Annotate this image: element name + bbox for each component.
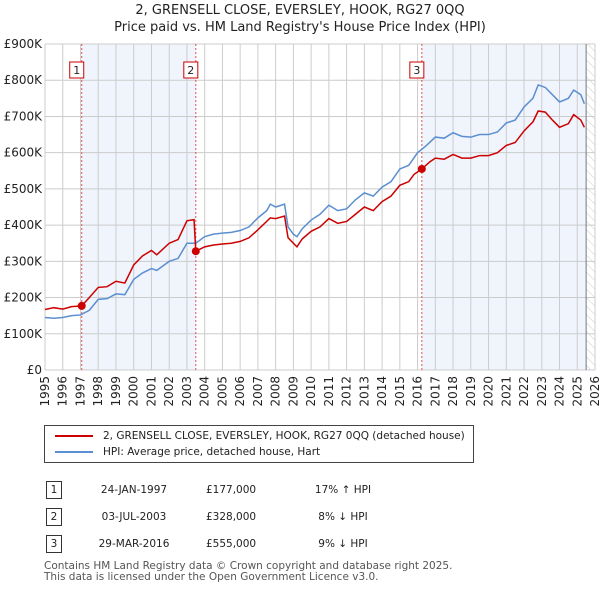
x-tick-label: 2012 <box>340 376 354 407</box>
x-tick-label: 2022 <box>517 376 531 407</box>
x-tick-label: 2011 <box>322 376 336 407</box>
x-tick-label: 2025 <box>570 376 584 407</box>
x-tick-label: 1996 <box>56 376 70 407</box>
y-tick-label: £900K <box>4 37 44 51</box>
shaded-range <box>81 44 196 370</box>
y-tick-label: £0 <box>27 363 42 377</box>
x-tick-label: 2004 <box>198 376 212 407</box>
x-tick-label: 2005 <box>215 376 229 407</box>
legend-item-property: 2, GRENSELL CLOSE, EVERSLEY, HOOK, RG27 … <box>55 430 465 442</box>
x-tick-label: 2000 <box>127 376 141 407</box>
footer: Contains HM Land Registry data © Crown c… <box>44 561 452 583</box>
marker-number: 1 <box>46 481 62 499</box>
table-row: 1 24-JAN-1997 £177,000 17% ↑ HPI <box>40 481 394 499</box>
footer-line: Contains HM Land Registry data © Crown c… <box>44 560 453 572</box>
sale-point <box>417 164 426 173</box>
x-tick-label: 1998 <box>91 376 105 407</box>
sale-label-box <box>409 61 425 79</box>
price: £555,000 <box>206 538 257 550</box>
x-tick-label: 2002 <box>162 376 176 407</box>
sale-label: 2 <box>187 64 194 77</box>
legend: 2, GRENSELL CLOSE, EVERSLEY, HOOK, RG27 … <box>44 425 474 463</box>
price: £328,000 <box>206 511 257 523</box>
blue-line-swatch <box>55 451 93 453</box>
y-tick-label: £700K <box>4 109 44 123</box>
y-tick-label: £200K <box>4 291 44 305</box>
marker-number: 3 <box>46 535 62 553</box>
hpi-diff: 9% ↓ HPI <box>318 538 368 550</box>
x-tick-label: 1995 <box>38 376 52 407</box>
x-tick-label: 2001 <box>144 376 158 407</box>
x-tick-label: 2007 <box>251 376 265 407</box>
chart-title: 2, GRENSELL CLOSE, EVERSLEY, HOOK, RG27 … <box>0 2 600 36</box>
sale-label-box <box>69 61 85 79</box>
y-tick-label: £800K <box>4 73 44 87</box>
sale-label: 3 <box>413 64 420 77</box>
date: 03-JUL-2003 <box>101 511 167 523</box>
x-tick-label: 2019 <box>464 376 478 407</box>
date: 24-JAN-1997 <box>100 484 168 496</box>
price-chart: 1995 1996 1997 1998 1999 2000 2001 2002 2003 2004… <box>4 37 600 407</box>
y-tick-label: £400K <box>4 218 44 232</box>
legend-item-hpi: HPI: Average price, detached house, Hart <box>55 446 320 458</box>
subtitle-line: Price paid vs. HM Land Registry's House … <box>114 20 486 35</box>
legend-label: 2, GRENSELL CLOSE, EVERSLEY, HOOK, RG27 … <box>103 430 465 442</box>
x-tick-label: 2024 <box>553 376 567 407</box>
x-tick-label: 2016 <box>411 376 425 407</box>
y-tick-label: £300K <box>4 254 44 268</box>
shaded-range <box>421 44 587 370</box>
x-tick-label: 2026 <box>588 376 600 407</box>
footer-line: This data is licensed under the Open Gov… <box>44 571 379 583</box>
x-tick-label: 2008 <box>269 376 283 407</box>
x-tick-label: 2010 <box>304 376 318 407</box>
series-line <box>44 83 586 319</box>
sale-point <box>191 247 200 256</box>
hpi-diff: 17% ↑ HPI <box>314 484 372 496</box>
y-tick-label: £600K <box>4 146 44 160</box>
sale-label-box <box>183 61 199 79</box>
table-row: 3 29-MAR-2016 £555,000 9% ↓ HPI <box>40 535 394 553</box>
title-line: 2, GRENSELL CLOSE, EVERSLEY, HOOK, RG27 … <box>135 3 465 18</box>
hatched-region <box>586 44 595 370</box>
price: £177,000 <box>206 484 257 496</box>
x-tick-label: 2017 <box>428 376 442 407</box>
x-tick-label: 2018 <box>446 376 460 407</box>
sale-point <box>77 301 86 310</box>
legend-label: HPI: Average price, detached house, Hart <box>103 446 321 458</box>
x-tick-label: 2006 <box>233 376 247 407</box>
x-tick-label: 1997 <box>73 376 87 407</box>
x-tick-label: 1999 <box>109 376 123 407</box>
marker-number: 2 <box>46 508 62 526</box>
x-tick-label: 2020 <box>482 376 496 407</box>
y-tick-label: £100K <box>4 327 44 341</box>
x-tick-label: 2014 <box>375 376 389 407</box>
x-tick-label: 2003 <box>180 376 194 407</box>
y-tick-label: £500K <box>4 182 44 196</box>
hpi-diff: 8% ↓ HPI <box>318 511 368 523</box>
x-tick-label: 2023 <box>535 376 549 407</box>
date: 29-MAR-2016 <box>98 538 170 550</box>
red-line-swatch <box>55 435 93 437</box>
transactions-table: 1 24-JAN-1997 £177,000 17% ↑ HPI 2 03-JUL-20… <box>40 472 394 562</box>
sale-label: 1 <box>73 64 80 77</box>
series-line <box>44 110 586 311</box>
x-tick-label: 2013 <box>357 376 371 407</box>
x-tick-label: 2009 <box>286 376 300 407</box>
x-tick-label: 2021 <box>499 376 513 407</box>
table-row: 2 03-JUL-2003 £328,000 8% ↓ HPI <box>40 508 394 526</box>
x-tick-label: 2015 <box>393 376 407 407</box>
